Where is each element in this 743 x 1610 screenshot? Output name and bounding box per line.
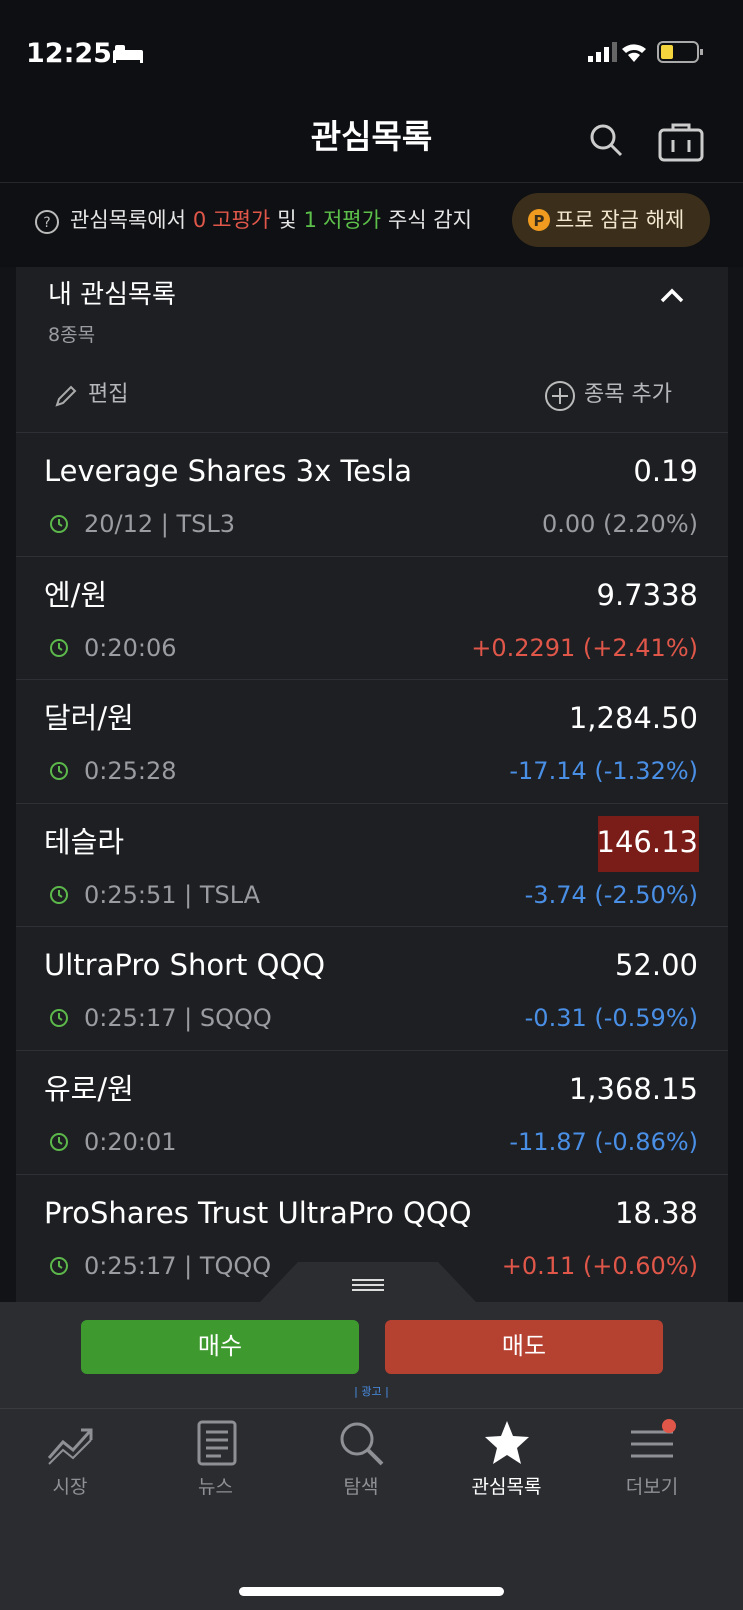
- price: 0.19: [633, 454, 698, 488]
- symbol-meta: 0:20:01: [84, 1128, 177, 1156]
- pro-icon: P: [528, 209, 550, 231]
- banner-part: 관심목록에서: [70, 208, 186, 232]
- price-flash: [598, 815, 699, 872]
- tab-icon: [340, 1422, 384, 1466]
- tab-label: 시장: [52, 1476, 88, 1498]
- tab-icon: [484, 1421, 529, 1464]
- tab-icon: [197, 1420, 236, 1466]
- price: 1,368.15: [568, 1072, 698, 1106]
- symbol-meta: 0:25:28: [84, 757, 177, 786]
- edit-button[interactable]: 편집: [88, 382, 129, 407]
- buy-label: 매수: [197, 1332, 243, 1360]
- panel-handle[interactable]: [258, 1262, 478, 1304]
- clock-icon: [50, 1009, 68, 1028]
- price: 9.7338: [596, 577, 698, 612]
- page-title: 관심목록: [310, 117, 433, 156]
- symbol-name: ProShares Trust UltraPro QQQ: [44, 1195, 472, 1230]
- symbol-meta: 0:25:17 | TQQQ: [84, 1251, 272, 1280]
- tab-icon: [47, 1428, 93, 1465]
- clock-icon: [50, 762, 68, 781]
- status-icons: [588, 41, 703, 63]
- banner-part: 0: [192, 208, 207, 232]
- watchlist-card: [16, 267, 728, 1307]
- symbol-name: 테슬라: [44, 824, 125, 859]
- banner-part: 저평가: [322, 208, 381, 232]
- symbol-name: 엔/원: [44, 577, 108, 612]
- price: 1,284.50: [568, 701, 698, 736]
- tab-label: 탐색: [343, 1476, 379, 1498]
- collapse-button[interactable]: [658, 286, 686, 306]
- pro-unlock-label: 프로 잠금 해제: [555, 208, 685, 232]
- symbol-meta: 0:25:17 | SQQQ: [84, 1004, 272, 1033]
- clock: 12:25: [26, 38, 112, 69]
- price-change: +0.2291 (+2.41%): [471, 633, 698, 662]
- home-indicator: [239, 1587, 504, 1596]
- banner-text: 관심목록에서 0 고평가 및 1 저평가 주식 감지: [70, 210, 479, 231]
- tab-label: 뉴스: [198, 1476, 233, 1498]
- row-divider: [16, 679, 728, 681]
- tab-label: 관심목록: [471, 1476, 542, 1498]
- price-change: -11.87 (-0.86%): [509, 1128, 698, 1156]
- tab-label: 더보기: [625, 1476, 679, 1498]
- banner-part: 고평가: [212, 208, 271, 232]
- price-change: -3.74 (-2.50%): [524, 880, 698, 909]
- buy-button[interactable]: [81, 1320, 359, 1374]
- row-divider: [16, 926, 728, 928]
- ad-label: | 광고 |: [354, 1385, 389, 1398]
- svg-text:?: ?: [43, 215, 50, 231]
- tab-icon: [631, 1419, 676, 1458]
- add-symbol-button[interactable]: 종목 추가: [584, 382, 672, 407]
- row-divider: [16, 802, 728, 804]
- price-change: +0.11 (+0.60%): [501, 1251, 698, 1280]
- edit-icon: [55, 385, 77, 407]
- price: 52.00: [614, 948, 698, 983]
- banner-part: 주식 감지: [387, 208, 472, 232]
- search-button[interactable]: [588, 122, 624, 158]
- clock-icon: [50, 1256, 68, 1275]
- symbol-name: UltraPro Short QQQ: [44, 948, 326, 983]
- banner-part: 및: [277, 208, 297, 232]
- svg-text:P: P: [534, 212, 545, 230]
- row-divider: [16, 555, 728, 557]
- portfolio-button[interactable]: [658, 122, 704, 162]
- clock-icon: [50, 638, 68, 657]
- symbol-meta: 0:25:51 | TSLA: [84, 880, 261, 909]
- symbol-name: 유로/원: [44, 1072, 134, 1106]
- clock-icon: [50, 1133, 68, 1151]
- watchlist-count: 8종목: [48, 324, 96, 346]
- clock-icon: [50, 515, 68, 533]
- price: 18.38: [614, 1195, 698, 1230]
- sleep-icon: [113, 45, 143, 63]
- row-divider: [16, 1050, 728, 1051]
- row-divider: [16, 1173, 728, 1175]
- symbol-name: 달러/원: [44, 701, 134, 736]
- symbol-meta: 0:20:06: [84, 633, 177, 662]
- watchlist-title: 내 관심목록: [48, 280, 176, 310]
- sell-button[interactable]: [385, 1320, 663, 1374]
- help-icon[interactable]: ?: [34, 209, 60, 235]
- price-change: 0.00 (2.20%): [541, 510, 698, 538]
- symbol-name: Leverage Shares 3x Tesla: [44, 454, 413, 488]
- price-change: -17.14 (-1.32%): [509, 757, 698, 786]
- add-icon: [545, 381, 575, 411]
- clock-icon: [50, 885, 68, 904]
- price-change: -0.31 (-0.59%): [524, 1004, 698, 1033]
- banner-part: 1: [303, 208, 317, 232]
- price: 146.13: [596, 824, 698, 859]
- symbol-meta: 20/12 | TSL3: [84, 510, 236, 538]
- row-divider: [16, 432, 728, 433]
- sell-label: 매도: [501, 1332, 547, 1360]
